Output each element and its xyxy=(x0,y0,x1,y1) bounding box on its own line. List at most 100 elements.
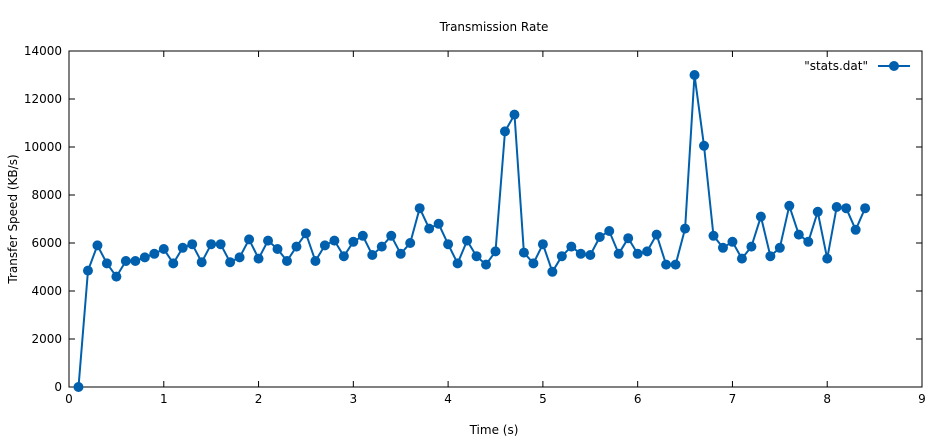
legend-label: "stats.dat" xyxy=(804,59,868,73)
data-point xyxy=(594,232,605,242)
data-point xyxy=(670,259,681,270)
data-point xyxy=(443,239,454,250)
data-point xyxy=(831,202,842,212)
data-point xyxy=(234,252,245,263)
data-point xyxy=(272,244,283,254)
data-point xyxy=(149,248,160,259)
data-point xyxy=(196,257,207,268)
data-point xyxy=(291,241,302,252)
data-point xyxy=(661,259,672,270)
data-point xyxy=(319,240,330,251)
data-point xyxy=(424,223,435,234)
y-tick-label: 12000 xyxy=(24,92,62,106)
x-tick-label: 8 xyxy=(823,392,831,406)
series-line xyxy=(77,74,867,388)
data-point xyxy=(613,248,624,259)
x-tick-label: 6 xyxy=(634,392,642,406)
data-point xyxy=(860,203,871,214)
chart-title: Transmission Rate xyxy=(439,20,549,34)
data-point xyxy=(92,240,103,251)
data-point xyxy=(82,265,93,276)
y-tick-label: 4000 xyxy=(31,284,62,298)
x-tick-label: 4 xyxy=(444,392,452,406)
data-point xyxy=(499,126,510,137)
data-point xyxy=(755,211,766,222)
data-point xyxy=(253,253,264,264)
data-point xyxy=(547,266,558,277)
y-tick-label: 10000 xyxy=(24,140,62,154)
legend: "stats.dat" xyxy=(804,59,910,73)
x-tick-label: 7 xyxy=(729,392,737,406)
x-tick-label: 5 xyxy=(539,392,547,406)
x-tick-label: 3 xyxy=(350,392,358,406)
data-point xyxy=(528,258,539,269)
data-point xyxy=(575,248,586,259)
data-point xyxy=(111,271,122,282)
y-tick-label: 0 xyxy=(54,380,62,394)
data-point xyxy=(386,230,397,241)
series-layer xyxy=(73,70,871,392)
data-point xyxy=(329,235,340,246)
data-point xyxy=(338,251,349,262)
data-point xyxy=(680,223,691,234)
data-point xyxy=(130,256,141,266)
data-point xyxy=(300,228,311,239)
data-point xyxy=(481,259,492,270)
data-point xyxy=(841,203,852,214)
x-tick-label: 1 xyxy=(160,392,168,406)
data-point xyxy=(585,250,596,260)
data-point xyxy=(708,230,719,241)
legend-marker-sample xyxy=(889,61,899,71)
x-axis-label: Time (s) xyxy=(469,423,519,437)
data-point xyxy=(263,235,274,246)
data-point xyxy=(774,242,785,253)
x-tick-label: 9 xyxy=(918,392,926,406)
data-point xyxy=(803,236,814,247)
y-tick-label: 8000 xyxy=(31,188,62,202)
data-point xyxy=(357,230,368,241)
data-point xyxy=(566,241,577,252)
data-point xyxy=(765,251,776,262)
data-point xyxy=(367,250,378,260)
data-point xyxy=(215,239,226,250)
data-point xyxy=(784,200,795,211)
data-point xyxy=(414,203,425,214)
data-point xyxy=(120,256,131,266)
data-point xyxy=(812,206,823,217)
data-point xyxy=(395,248,406,259)
data-point xyxy=(651,229,662,240)
data-point xyxy=(281,256,292,266)
data-point xyxy=(139,252,150,263)
data-point xyxy=(462,235,473,246)
data-point xyxy=(850,224,861,235)
y-axis: 0 2000 4000 6000 8000 10000 12000 14000 xyxy=(24,44,922,394)
data-point xyxy=(471,251,482,262)
data-point xyxy=(225,257,236,268)
data-point xyxy=(206,239,217,250)
data-point xyxy=(632,248,643,259)
data-point xyxy=(168,258,179,269)
x-tick-label: 0 xyxy=(65,392,73,406)
data-point xyxy=(717,242,728,253)
data-point xyxy=(699,140,710,151)
data-point xyxy=(405,238,416,248)
plot-frame xyxy=(68,50,923,388)
x-tick-label: 2 xyxy=(255,392,263,406)
data-point xyxy=(793,229,804,240)
data-point xyxy=(452,258,463,269)
data-point xyxy=(177,242,188,253)
data-point xyxy=(244,234,255,245)
data-point xyxy=(490,246,501,257)
data-point xyxy=(727,236,738,247)
data-point xyxy=(746,241,757,252)
data-point xyxy=(433,218,444,229)
data-point xyxy=(509,109,520,120)
data-point xyxy=(537,239,548,250)
y-tick-label: 14000 xyxy=(24,44,62,58)
data-point xyxy=(689,70,700,80)
data-point xyxy=(158,244,169,254)
data-point xyxy=(518,247,529,258)
data-point xyxy=(822,253,833,264)
y-tick-label: 2000 xyxy=(31,332,62,346)
